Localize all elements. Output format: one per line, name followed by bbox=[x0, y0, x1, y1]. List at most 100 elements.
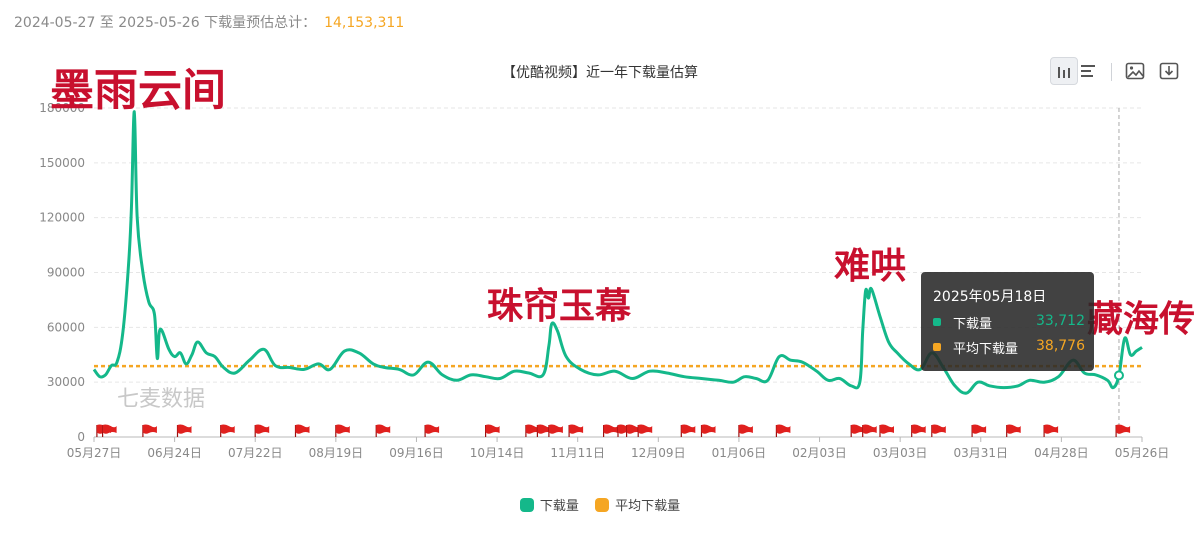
download-button[interactable] bbox=[1155, 57, 1183, 85]
bar-chart-icon bbox=[1058, 67, 1070, 78]
watermark: 七麦数据 bbox=[117, 387, 206, 412]
flag-icon bbox=[376, 424, 391, 434]
flag-marker[interactable] bbox=[637, 424, 653, 437]
flag-icon bbox=[776, 424, 791, 434]
flag-marker[interactable] bbox=[879, 424, 894, 437]
save-image-button[interactable] bbox=[1121, 57, 1149, 85]
flag-marker[interactable] bbox=[775, 424, 791, 437]
hover-point bbox=[1113, 370, 1124, 381]
toolbar-divider bbox=[1111, 63, 1112, 81]
flag-icon bbox=[603, 424, 618, 434]
x-tick-label: 12月09日 bbox=[631, 446, 686, 460]
flag-icon bbox=[638, 424, 653, 434]
flag-marker[interactable] bbox=[568, 424, 584, 437]
x-tick-label: 05月26日 bbox=[1115, 446, 1170, 460]
flag-marker[interactable] bbox=[911, 424, 926, 437]
flag-marker[interactable] bbox=[485, 424, 500, 437]
tooltip-download-label: 下载量 bbox=[953, 317, 993, 332]
legend-average-swatch bbox=[595, 498, 610, 512]
flag-marker[interactable] bbox=[862, 424, 877, 437]
x-tick-label: 04月28日 bbox=[1034, 446, 1089, 460]
x-tick-label: 10月14日 bbox=[470, 446, 525, 460]
download-icon bbox=[1159, 62, 1179, 80]
flag-icon bbox=[862, 424, 877, 434]
flag-marker[interactable] bbox=[1115, 424, 1131, 437]
x-axis: 05月27日 06月24日 07月22日 08月19日 09月16日 10月14日 11月1… bbox=[67, 436, 1170, 460]
y-tick-label: 90000 bbox=[47, 266, 85, 280]
flag-marker[interactable] bbox=[101, 424, 117, 437]
flag-marker[interactable] bbox=[680, 424, 696, 437]
flag-layer bbox=[96, 424, 1131, 437]
annotation-nanhong: 难哄 bbox=[834, 246, 907, 287]
tooltip-average-label: 平均下载量 bbox=[953, 342, 1019, 357]
tooltip-download-swatch bbox=[933, 318, 941, 326]
flag-marker[interactable] bbox=[700, 424, 716, 437]
flag-icon bbox=[335, 424, 350, 434]
flag-icon bbox=[525, 424, 540, 434]
flag-icon bbox=[1006, 424, 1021, 434]
annotation-canghaizhuan: 藏海传 bbox=[1087, 299, 1196, 340]
flag-marker[interactable] bbox=[254, 424, 270, 437]
flag-marker[interactable] bbox=[931, 424, 946, 437]
y-tick-label: 60000 bbox=[47, 320, 85, 334]
flag-icon bbox=[142, 424, 157, 434]
flag-icon bbox=[537, 424, 552, 434]
legend-item-download[interactable]: 下载量 bbox=[519, 495, 579, 514]
flag-marker[interactable] bbox=[294, 424, 310, 437]
flag-icon bbox=[911, 424, 926, 434]
y-tick-label: 30000 bbox=[47, 375, 85, 389]
flag-icon bbox=[425, 424, 440, 434]
summary-prefix: 2024-05-27 至 2025-05-26 下载量预估总计： bbox=[14, 15, 317, 31]
flag-marker[interactable] bbox=[536, 424, 552, 437]
flag-icon bbox=[485, 424, 500, 434]
tooltip-download-value: 33,712 bbox=[1036, 313, 1085, 329]
flag-marker[interactable] bbox=[142, 424, 157, 437]
flag-icon bbox=[177, 424, 192, 434]
x-tick-label: 09月16日 bbox=[389, 446, 444, 460]
flag-icon bbox=[931, 424, 946, 434]
y-tick-label: 180000 bbox=[39, 101, 85, 115]
x-tick-label: 02月03日 bbox=[792, 446, 847, 460]
summary-bar: 2024-05-27 至 2025-05-26 下载量预估总计： 14,153,3… bbox=[14, 12, 404, 32]
flag-marker[interactable] bbox=[525, 424, 540, 437]
flag-marker[interactable] bbox=[1043, 424, 1059, 437]
flag-marker[interactable] bbox=[602, 424, 618, 437]
annotation-moyuyunjian: 墨雨云间 bbox=[50, 65, 226, 116]
x-tick-label: 07月22日 bbox=[228, 446, 283, 460]
x-tick-label: 06月24日 bbox=[147, 446, 202, 460]
x-tick-label: 11月11日 bbox=[550, 446, 605, 460]
flag-marker[interactable] bbox=[375, 424, 391, 437]
bar-chart-button[interactable] bbox=[1050, 57, 1078, 85]
chart-tooltip: 2025年05月18日 下载量 33,712 平均下载量 38,776 bbox=[921, 272, 1094, 371]
x-tick-label: 03月03日 bbox=[873, 446, 928, 460]
flag-marker[interactable] bbox=[1006, 424, 1021, 437]
series-line-download bbox=[92, 110, 1143, 395]
flag-marker[interactable] bbox=[335, 424, 350, 437]
flag-marker[interactable] bbox=[424, 424, 440, 437]
flag-marker[interactable] bbox=[738, 424, 753, 437]
horizontal-bar-icon bbox=[1081, 65, 1095, 77]
flag-icon bbox=[1044, 424, 1059, 434]
flag-icon bbox=[851, 424, 866, 434]
flag-marker[interactable] bbox=[850, 424, 866, 437]
legend-item-average[interactable]: 平均下载量 bbox=[595, 495, 680, 514]
flag-icon bbox=[220, 424, 235, 434]
summary-total: 14,153,311 bbox=[324, 15, 405, 31]
flag-icon bbox=[738, 424, 753, 434]
flag-marker[interactable] bbox=[220, 424, 235, 437]
horizontal-bar-button[interactable] bbox=[1074, 57, 1102, 85]
flag-marker[interactable] bbox=[176, 424, 192, 437]
flag-marker[interactable] bbox=[625, 424, 641, 437]
flag-marker[interactable] bbox=[548, 424, 563, 437]
flag-icon bbox=[102, 424, 117, 434]
flag-icon bbox=[701, 424, 716, 434]
save-image-icon bbox=[1125, 62, 1145, 80]
flag-icon bbox=[569, 424, 584, 434]
legend-download-swatch bbox=[519, 498, 534, 512]
annotation-zhulianyumu: 珠帘玉幕 bbox=[487, 286, 632, 327]
flag-icon bbox=[295, 424, 310, 434]
flag-marker[interactable] bbox=[971, 424, 987, 437]
y-tick-label: 0 bbox=[77, 430, 85, 444]
tooltip-row-average: 平均下载量 38,776 bbox=[933, 338, 1085, 357]
flag-icon bbox=[880, 424, 894, 434]
